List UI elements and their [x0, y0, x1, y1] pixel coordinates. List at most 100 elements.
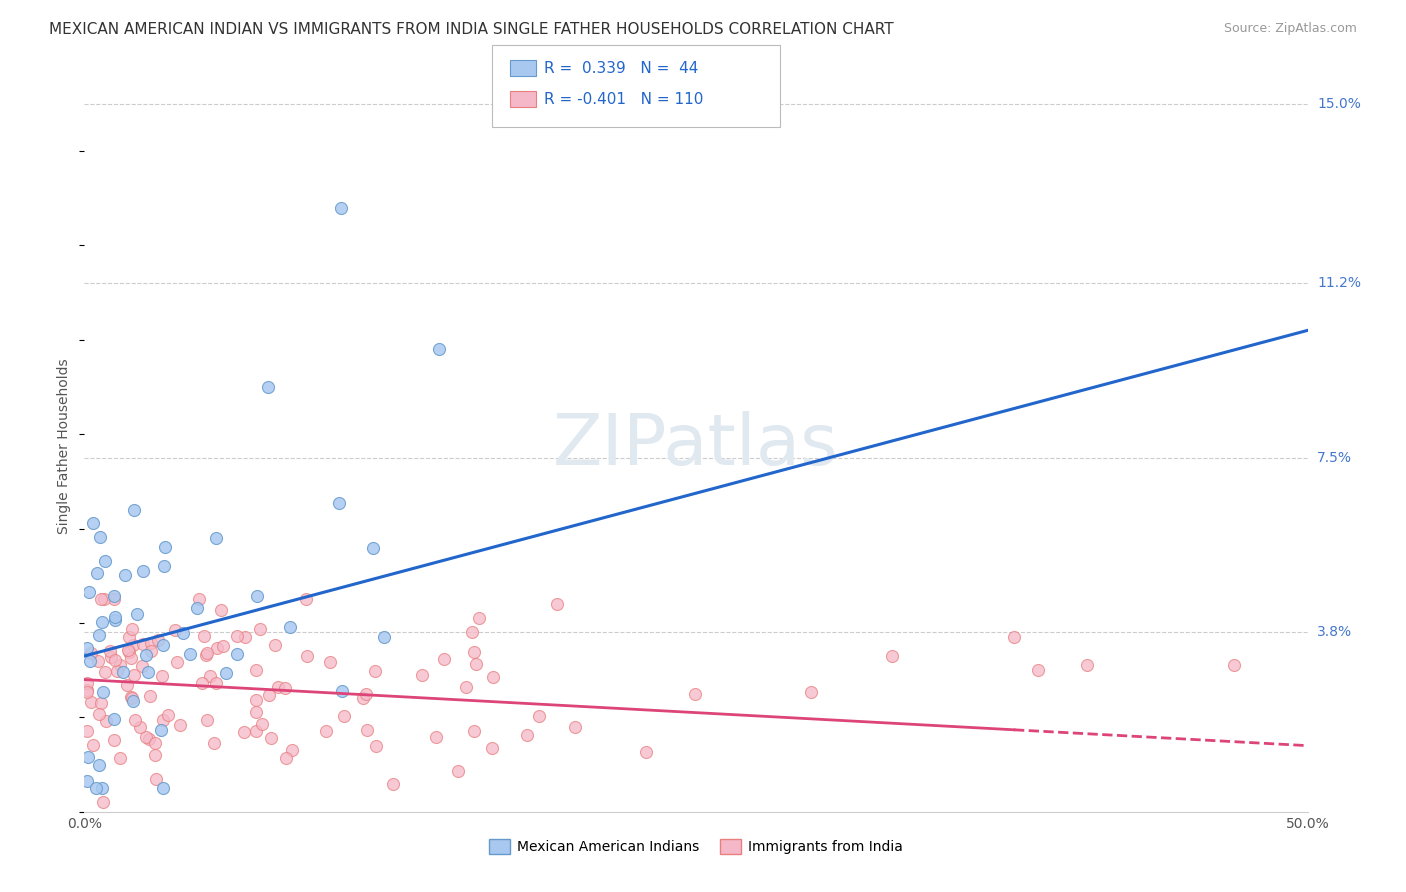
Point: [87, 758, 110, 772]
Point: [136, 665, 159, 679]
Point: [482, 670, 505, 684]
Point: [143, 736, 166, 750]
Point: [328, 496, 350, 510]
Point: [463, 724, 485, 739]
Point: [105, 664, 128, 678]
Point: [121, 622, 143, 636]
Text: ZIPatlas: ZIPatlas: [553, 411, 839, 481]
Point: [114, 568, 136, 582]
Point: [235, 630, 257, 644]
Text: 11.2%: 11.2%: [1317, 277, 1361, 290]
Point: [117, 643, 139, 657]
Point: [132, 637, 155, 651]
Point: [245, 693, 267, 707]
Point: [122, 638, 145, 652]
Point: [361, 541, 384, 556]
Point: [1223, 658, 1246, 673]
Point: [527, 708, 550, 723]
Point: [76, 723, 98, 738]
Point: [93, 592, 115, 607]
Point: [352, 691, 374, 706]
Point: [274, 751, 297, 765]
Point: [195, 713, 218, 727]
Point: [330, 201, 353, 215]
Point: [264, 638, 287, 652]
Point: [564, 720, 586, 734]
Point: [157, 707, 180, 722]
Point: [447, 764, 470, 779]
Point: [121, 690, 143, 705]
Point: [77, 749, 100, 764]
Point: [84, 781, 107, 796]
Point: [79, 585, 101, 599]
Y-axis label: Single Father Households: Single Father Households: [58, 359, 72, 533]
Point: [202, 736, 225, 750]
Point: [193, 629, 215, 643]
Point: [636, 745, 658, 759]
Point: [76, 684, 98, 698]
Point: [382, 777, 405, 791]
Point: [131, 658, 153, 673]
Point: [233, 725, 256, 739]
Point: [120, 690, 142, 704]
Point: [295, 592, 318, 607]
Text: 3.8%: 3.8%: [1317, 625, 1353, 640]
Point: [96, 714, 118, 728]
Point: [281, 742, 304, 756]
Point: [132, 564, 155, 578]
Point: [226, 648, 249, 662]
Point: [250, 716, 273, 731]
Point: [76, 683, 98, 698]
Point: [245, 723, 267, 738]
Point: [205, 640, 228, 655]
Point: [257, 688, 280, 702]
Point: [112, 665, 135, 679]
Point: [465, 657, 488, 672]
Point: [146, 633, 169, 648]
Text: MEXICAN AMERICAN INDIAN VS IMMIGRANTS FROM INDIA SINGLE FATHER HOUSEHOLDS CORREL: MEXICAN AMERICAN INDIAN VS IMMIGRANTS FR…: [49, 22, 894, 37]
Point: [880, 648, 903, 663]
Point: [90, 592, 112, 607]
Point: [152, 781, 174, 796]
Point: [245, 663, 267, 677]
Point: [433, 652, 456, 666]
Point: [94, 554, 117, 568]
Point: [356, 687, 378, 701]
Point: [319, 655, 342, 669]
Point: [195, 646, 218, 660]
Point: [427, 343, 450, 357]
Point: [152, 638, 174, 652]
Point: [481, 740, 503, 755]
Point: [274, 681, 297, 696]
Point: [82, 738, 104, 752]
Point: [315, 724, 337, 739]
Point: [90, 781, 112, 796]
Text: R = -0.401   N = 110: R = -0.401 N = 110: [544, 93, 703, 107]
Point: [87, 654, 110, 668]
Point: [516, 728, 538, 742]
Point: [468, 610, 491, 624]
Point: [108, 658, 131, 673]
Point: [373, 630, 395, 644]
Point: [186, 601, 208, 615]
Point: [166, 655, 188, 669]
Point: [122, 503, 145, 517]
Point: [226, 630, 249, 644]
Point: [118, 630, 141, 644]
Point: [364, 665, 387, 679]
Point: [169, 718, 191, 732]
Point: [198, 669, 221, 683]
Point: [79, 654, 101, 668]
Point: [212, 639, 235, 653]
Text: R =  0.339   N =  44: R = 0.339 N = 44: [544, 62, 699, 76]
Point: [245, 705, 267, 719]
Point: [87, 628, 110, 642]
Point: [155, 540, 177, 554]
Point: [104, 613, 127, 627]
Point: [150, 668, 173, 682]
Point: [260, 731, 283, 745]
Point: [1002, 630, 1025, 644]
Point: [103, 589, 125, 603]
Point: [135, 730, 157, 744]
Point: [76, 640, 98, 655]
